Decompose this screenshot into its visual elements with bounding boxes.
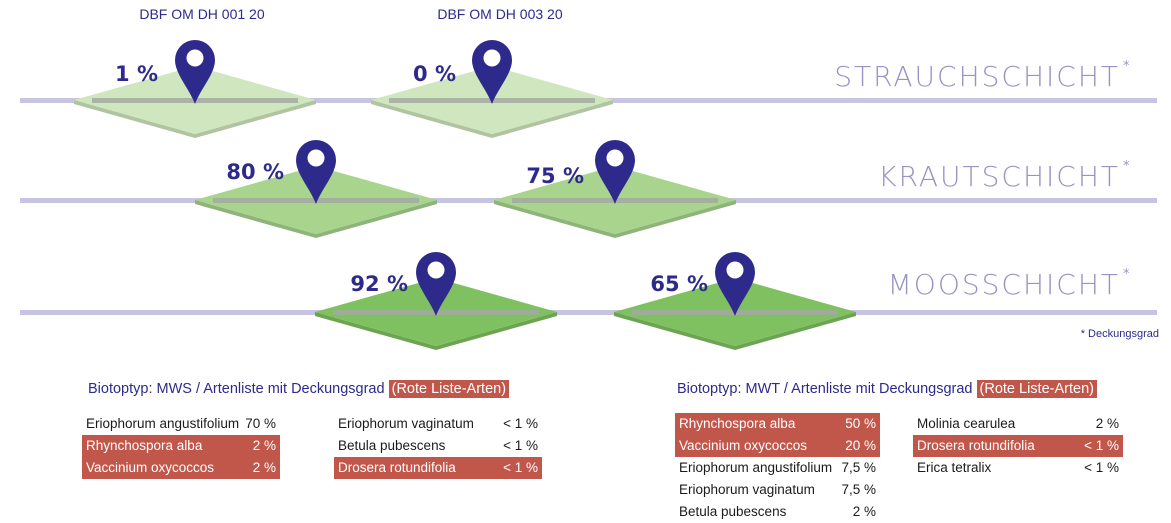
species-row: Eriophorum angustifolium 70 % bbox=[82, 413, 280, 435]
species-row: Vaccinium oxycoccos 2 % bbox=[82, 457, 280, 479]
species-name: Betula pubescens bbox=[679, 504, 787, 519]
species-cover: 7,5 % bbox=[841, 482, 876, 497]
site-1-moss-coverage: 92 % bbox=[350, 272, 408, 296]
site-1-species-column-2: Eriophorum vaginatum < 1 % Betula pubesce… bbox=[334, 413, 542, 479]
shrub-layer-title: STRAUCHSCHICHT bbox=[834, 60, 1120, 93]
site-2-moss-coverage: 65 % bbox=[650, 272, 708, 296]
coverage-plates bbox=[74, 40, 856, 350]
species-cover: < 1 % bbox=[503, 438, 538, 453]
site-2-code: DBF OM DH 003 20 bbox=[437, 6, 562, 22]
species-name: Erica tetralix bbox=[917, 460, 992, 475]
map-pin-icon bbox=[175, 40, 215, 104]
moss-layer-asterisk: * bbox=[1123, 267, 1130, 282]
species-cover: 2 % bbox=[1095, 416, 1119, 431]
species-row: Eriophorum vaginatum 7,5 % bbox=[675, 479, 880, 501]
species-name: Vaccinium oxycoccos bbox=[86, 460, 215, 475]
species-name: Rhynchospora alba bbox=[86, 438, 203, 453]
species-row: Drosera rotundifolia < 1 % bbox=[334, 457, 542, 479]
species-cover: 70 % bbox=[245, 416, 276, 431]
map-pin-icon bbox=[296, 140, 336, 204]
herb-layer-asterisk: * bbox=[1123, 159, 1130, 174]
species-row: Erica tetralix < 1 % bbox=[913, 457, 1123, 479]
species-row: Vaccinium oxycoccos 20 % bbox=[675, 435, 880, 457]
pin-body bbox=[296, 140, 336, 204]
herb-layer-title: KRAUTSCHICHT bbox=[878, 160, 1120, 193]
map-pin-icon bbox=[715, 252, 755, 316]
site-1-code: DBF OM DH 001 20 bbox=[139, 6, 264, 22]
site-2-species-column-2: Molinia cearulea 2 % Drosera rotundifolia… bbox=[913, 413, 1123, 479]
species-row: Rhynchospora alba 50 % bbox=[675, 413, 880, 435]
site-1-biotop-text: Biotoptyp: MWS / Artenliste mit Deckungs… bbox=[88, 381, 385, 397]
species-cover: 2 % bbox=[252, 460, 276, 475]
site-2-species-column-1: Rhynchospora alba 50 % Vaccinium oxycocco… bbox=[675, 413, 880, 523]
footnote: * Deckungsgrad bbox=[1080, 328, 1159, 340]
pin-hole bbox=[427, 261, 445, 279]
species-cover: 50 % bbox=[845, 416, 876, 431]
species-name: Drosera rotundifolia bbox=[338, 460, 456, 475]
species-cover: 2 % bbox=[252, 438, 276, 453]
species-row: Eriophorum angustifolium 7,5 % bbox=[675, 457, 880, 479]
map-pin-icon bbox=[472, 40, 512, 104]
site-1-red-list-tag: (Rote Liste-Arten) bbox=[388, 380, 510, 398]
species-cover: 2 % bbox=[852, 504, 876, 519]
species-cover: < 1 % bbox=[1084, 460, 1119, 475]
pin-hole bbox=[186, 49, 204, 67]
map-pin-icon bbox=[416, 252, 456, 316]
species-name: Eriophorum angustifolium bbox=[679, 460, 833, 475]
species-name: Eriophorum vaginatum bbox=[338, 416, 474, 431]
species-row: Eriophorum vaginatum < 1 % bbox=[334, 413, 542, 435]
species-row: Rhynchospora alba 2 % bbox=[82, 435, 280, 457]
species-name: Betula pubescens bbox=[338, 438, 446, 453]
species-name: Rhynchospora alba bbox=[679, 416, 796, 431]
species-cover: 7,5 % bbox=[841, 460, 876, 475]
site-2-biotop-text: Biotoptyp: MWT / Artenliste mit Deckungs… bbox=[677, 381, 973, 397]
map-pin-icon bbox=[595, 140, 635, 204]
pin-body bbox=[416, 252, 456, 316]
species-name: Vaccinium oxycoccos bbox=[679, 438, 808, 453]
pin-hole bbox=[606, 149, 624, 167]
species-row: Drosera rotundifolia < 1 % bbox=[913, 435, 1123, 457]
pin-hole bbox=[726, 261, 744, 279]
species-name: Drosera rotundifolia bbox=[917, 438, 1035, 453]
species-row: Betula pubescens < 1 % bbox=[334, 435, 542, 457]
site-1-biotop-heading: Biotoptyp: MWS / Artenliste mit Deckungs… bbox=[88, 380, 510, 398]
moss-layer-line bbox=[20, 310, 1157, 315]
pin-body bbox=[595, 140, 635, 204]
species-cover: < 1 % bbox=[1084, 438, 1119, 453]
site-2-biotop-heading: Biotoptyp: MWT / Artenliste mit Deckungs… bbox=[677, 380, 1097, 398]
moss-layer-title: MOOSSCHICHT bbox=[888, 268, 1120, 301]
species-row: Betula pubescens 2 % bbox=[675, 501, 880, 523]
pin-body bbox=[472, 40, 512, 104]
pin-hole bbox=[307, 149, 325, 167]
species-name: Eriophorum vaginatum bbox=[679, 482, 815, 497]
site-1-herb-coverage: 80 % bbox=[226, 160, 284, 184]
site-2-shrub-coverage: 0 % bbox=[413, 62, 456, 86]
site-1-shrub-coverage: 1 % bbox=[115, 62, 158, 86]
site-2-red-list-tag: (Rote Liste-Arten) bbox=[976, 380, 1097, 398]
species-name: Eriophorum angustifolium bbox=[86, 416, 240, 431]
shrub-layer-asterisk: * bbox=[1123, 59, 1130, 74]
species-cover: 20 % bbox=[845, 438, 876, 453]
species-cover: < 1 % bbox=[503, 416, 538, 431]
site-1-species-column-1: Eriophorum angustifolium 70 % Rhynchospor… bbox=[82, 413, 280, 479]
pin-body bbox=[715, 252, 755, 316]
pin-body bbox=[175, 40, 215, 104]
species-name: Molinia cearulea bbox=[917, 416, 1016, 431]
species-cover: < 1 % bbox=[503, 460, 538, 475]
pin-hole bbox=[483, 49, 501, 67]
species-row: Molinia cearulea 2 % bbox=[913, 413, 1123, 435]
site-2-herb-coverage: 75 % bbox=[526, 164, 584, 188]
